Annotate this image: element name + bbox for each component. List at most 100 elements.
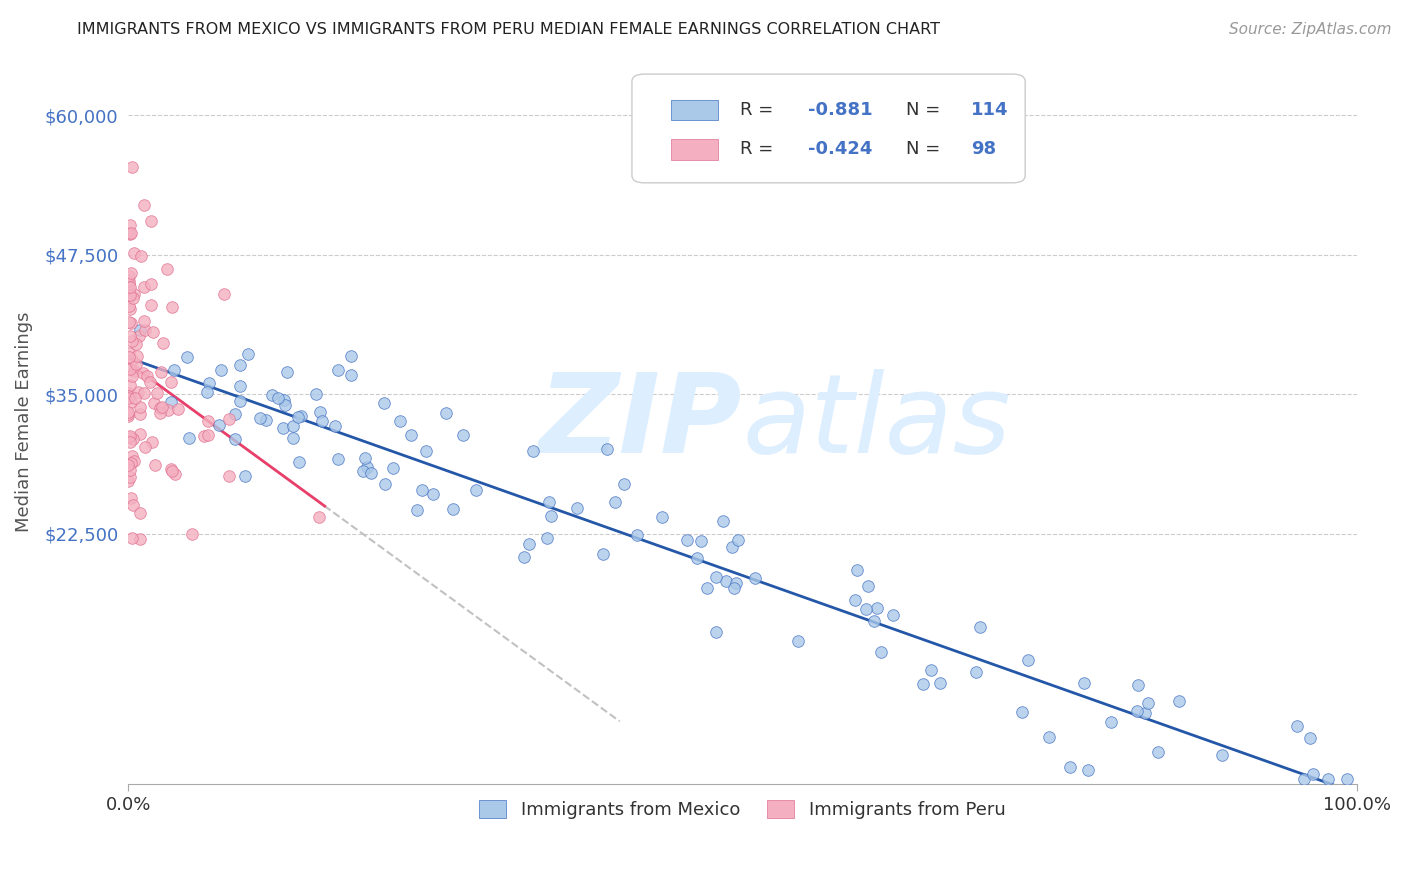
Point [118,377,141,392]
Point [723,581,745,595]
Point [120,491,142,505]
FancyBboxPatch shape [671,139,718,160]
Point [1059,760,1081,774]
Point [596,442,619,456]
Point [415,444,437,458]
Point [127,385,149,400]
Point [1167,694,1189,708]
Point [118,429,141,443]
Point [156,403,179,417]
Point [651,509,673,524]
Point [146,386,169,401]
Point [117,226,139,240]
Point [160,461,183,475]
Point [911,677,934,691]
Point [965,665,987,680]
Point [846,563,869,577]
Y-axis label: Median Female Earnings: Median Female Earnings [15,312,32,533]
Point [309,405,332,419]
Point [540,508,562,523]
Point [522,443,544,458]
Point [150,401,173,415]
Point [122,433,145,447]
Point [613,477,636,491]
Text: ZIP: ZIP [538,368,742,475]
Point [434,406,457,420]
Point [128,401,150,415]
Point [118,430,141,444]
Point [323,419,346,434]
Point [120,362,142,376]
Point [163,363,186,377]
Point [118,227,141,241]
Point [139,214,162,228]
FancyBboxPatch shape [631,74,1025,183]
Point [229,358,252,372]
Text: IMMIGRANTS FROM MEXICO VS IMMIGRANTS FROM PERU MEDIAN FEMALE EARNINGS CORRELATIO: IMMIGRANTS FROM MEXICO VS IMMIGRANTS FRO… [77,22,941,37]
Point [167,401,190,416]
Point [920,663,942,677]
Point [271,420,294,434]
Point [120,470,142,484]
FancyBboxPatch shape [671,100,718,120]
Point [128,533,150,547]
Point [855,602,877,616]
Point [256,413,278,427]
Point [1211,747,1233,762]
Point [134,440,156,454]
Point [128,329,150,343]
Point [274,398,297,412]
Point [862,614,884,628]
Point [122,454,145,468]
Point [122,287,145,301]
Point [1017,653,1039,667]
Point [714,574,737,588]
Point [399,428,422,442]
Point [134,323,156,337]
Text: 114: 114 [972,102,1008,120]
Point [160,464,183,478]
Point [844,593,866,607]
Point [464,483,486,497]
Point [1286,719,1309,733]
Legend: Immigrants from Mexico, Immigrants from Peru: Immigrants from Mexico, Immigrants from … [472,792,1012,826]
Point [356,460,378,475]
Point [405,503,427,517]
Point [626,528,648,542]
Point [117,475,139,489]
Point [360,466,382,480]
Text: -0.881: -0.881 [807,102,872,120]
Point [690,533,713,548]
Point [744,571,766,585]
Point [249,411,271,425]
Point [120,456,142,470]
Point [193,429,215,443]
Point [411,483,433,497]
Point [1299,731,1322,746]
Point [713,514,735,528]
Point [704,570,727,584]
Point [517,537,540,551]
Point [1126,704,1149,718]
Point [229,379,252,393]
Point [118,435,141,450]
Point [305,387,328,401]
Point [121,161,143,175]
Point [882,608,904,623]
Point [1073,675,1095,690]
Point [118,288,141,302]
Point [121,449,143,463]
Point [134,280,156,294]
Point [308,509,330,524]
Point [132,385,155,400]
Text: -0.424: -0.424 [807,140,872,159]
Point [141,434,163,449]
Point [122,246,145,260]
Point [176,350,198,364]
Point [156,261,179,276]
Point [143,396,166,410]
Point [727,533,749,547]
Text: N =: N = [905,140,946,159]
Point [340,368,363,382]
Point [117,458,139,473]
